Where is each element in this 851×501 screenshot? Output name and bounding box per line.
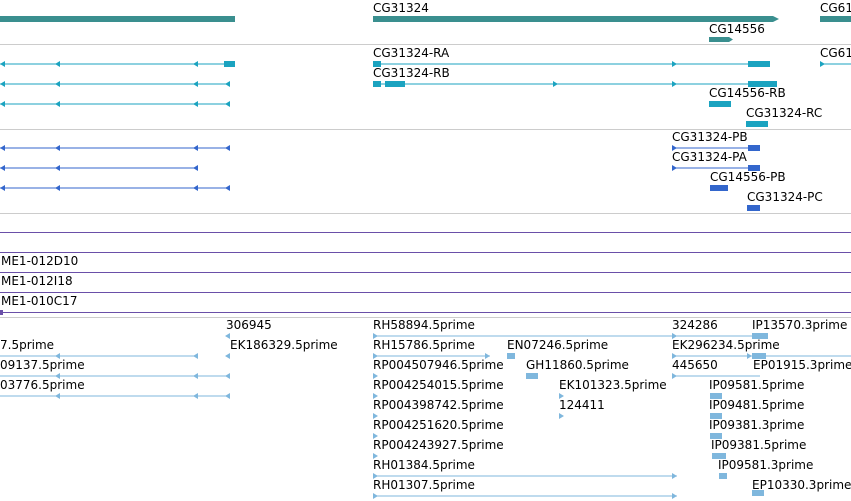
est-track: [0, 333, 851, 499]
gene-cg31324-arrow: [773, 16, 779, 22]
est-label[interactable]: 03776.5prime: [0, 378, 85, 392]
transcript-label-cg61[interactable]: CG61: [820, 46, 851, 60]
est-label[interactable]: GH11860.5prime: [526, 358, 629, 372]
est-ip09481[interactable]: [710, 413, 722, 419]
est-rp004243927[interactable]: [373, 453, 378, 459]
transcript-label-rb[interactable]: CG31324-RB: [373, 66, 450, 80]
est-ip13570[interactable]: [752, 333, 768, 339]
gene-label-cg61[interactable]: CG61: [820, 1, 851, 15]
gene-cg14556-bar[interactable]: [709, 37, 729, 42]
est-label[interactable]: RP004507946.5prime: [373, 358, 504, 372]
est-label[interactable]: 09137.5prime: [0, 358, 85, 372]
est-label[interactable]: RH01384.5prime: [373, 458, 475, 472]
gene-cg14556-arrow: [729, 37, 733, 42]
transcript-cg14556-rb[interactable]: [709, 101, 731, 107]
est-label[interactable]: IP13570.3prime: [752, 318, 848, 332]
protein-pc[interactable]: [747, 205, 760, 211]
est-label[interactable]: IP09381.5prime: [711, 438, 807, 452]
est-label[interactable]: RP004243927.5prime: [373, 438, 504, 452]
est-ip09381-5[interactable]: [712, 453, 726, 459]
est-label[interactable]: RP004254015.5prime: [373, 378, 504, 392]
clone-label[interactable]: ME1-012D10: [1, 254, 79, 268]
est-label[interactable]: EP10330.3prime: [752, 478, 851, 492]
est-label[interactable]: IP09581.5prime: [709, 378, 805, 392]
clone-label[interactable]: ME1-010C17: [1, 294, 78, 308]
est-label[interactable]: 7.5prime: [0, 338, 55, 352]
est-rp004254015[interactable]: [373, 393, 378, 399]
est-ip09581-5[interactable]: [710, 393, 722, 399]
est-label[interactable]: RP004251620.5prime: [373, 418, 504, 432]
est-ek186329[interactable]: [225, 353, 230, 359]
protein-label-pc[interactable]: CG31324-PC: [747, 190, 823, 204]
est-124411[interactable]: [559, 413, 564, 419]
gene-cg61-bar[interactable]: [820, 16, 851, 22]
est-ip09381-3[interactable]: [710, 433, 722, 439]
est-label[interactable]: EK101323.5prime: [559, 378, 667, 392]
est-label[interactable]: EP01915.3prime: [753, 358, 851, 372]
est-306945[interactable]: [225, 333, 230, 339]
transcript-rc[interactable]: [746, 121, 768, 127]
est-rp004507946[interactable]: [373, 373, 378, 379]
transcript-label-ra[interactable]: CG31324-RA: [373, 46, 450, 60]
est-rp004251620[interactable]: [373, 433, 378, 439]
protein-label-pa[interactable]: CG31324-PA: [672, 150, 747, 164]
clone-label[interactable]: ME1-012I18: [1, 274, 73, 288]
est-en07246[interactable]: [507, 353, 515, 359]
transcript-label-rc[interactable]: CG31324-RC: [746, 106, 823, 120]
est-label[interactable]: RP004398742.5prime: [373, 398, 504, 412]
gene-left-bar[interactable]: [0, 16, 235, 22]
gene-label-cg14556[interactable]: CG14556: [709, 22, 765, 36]
est-label[interactable]: EK186329.5prime: [230, 338, 338, 352]
est-label[interactable]: 306945: [226, 318, 272, 332]
est-ek101323[interactable]: [559, 393, 564, 399]
est-gh11860[interactable]: [526, 373, 538, 379]
est-label[interactable]: EN07246.5prime: [507, 338, 609, 352]
protein-cg14556-pb[interactable]: [710, 185, 728, 191]
protein-label-cg14556-pb[interactable]: CG14556-PB: [710, 170, 786, 184]
est-rp004398742[interactable]: [373, 413, 378, 419]
transcript-label-cg14556-rb[interactable]: CG14556-RB: [709, 86, 786, 100]
clone-track: [0, 232, 851, 315]
est-label[interactable]: IP09481.5prime: [709, 398, 805, 412]
est-label[interactable]: 124411: [559, 398, 605, 412]
protein-track: [0, 145, 760, 211]
est-label[interactable]: RH15786.5prime: [373, 338, 475, 352]
est-label[interactable]: EK296234.5prime: [672, 338, 780, 352]
est-ep10330[interactable]: [752, 490, 764, 496]
est-ip09581-3[interactable]: [719, 473, 727, 479]
est-label[interactable]: 324286: [672, 318, 718, 332]
est-label[interactable]: RH58894.5prime: [373, 318, 475, 332]
est-label[interactable]: IP09381.3prime: [709, 418, 805, 432]
gene-label-cg31324[interactable]: CG31324: [373, 1, 429, 15]
transcript-track: [0, 61, 851, 127]
est-label[interactable]: 445650: [672, 358, 718, 372]
gene-track: [0, 16, 851, 42]
est-label[interactable]: RH01307.5prime: [373, 478, 475, 492]
est-label[interactable]: IP09581.3prime: [718, 458, 814, 472]
protein-label-pb[interactable]: CG31324-PB: [672, 130, 748, 144]
gene-cg31324-bar[interactable]: [373, 16, 773, 22]
